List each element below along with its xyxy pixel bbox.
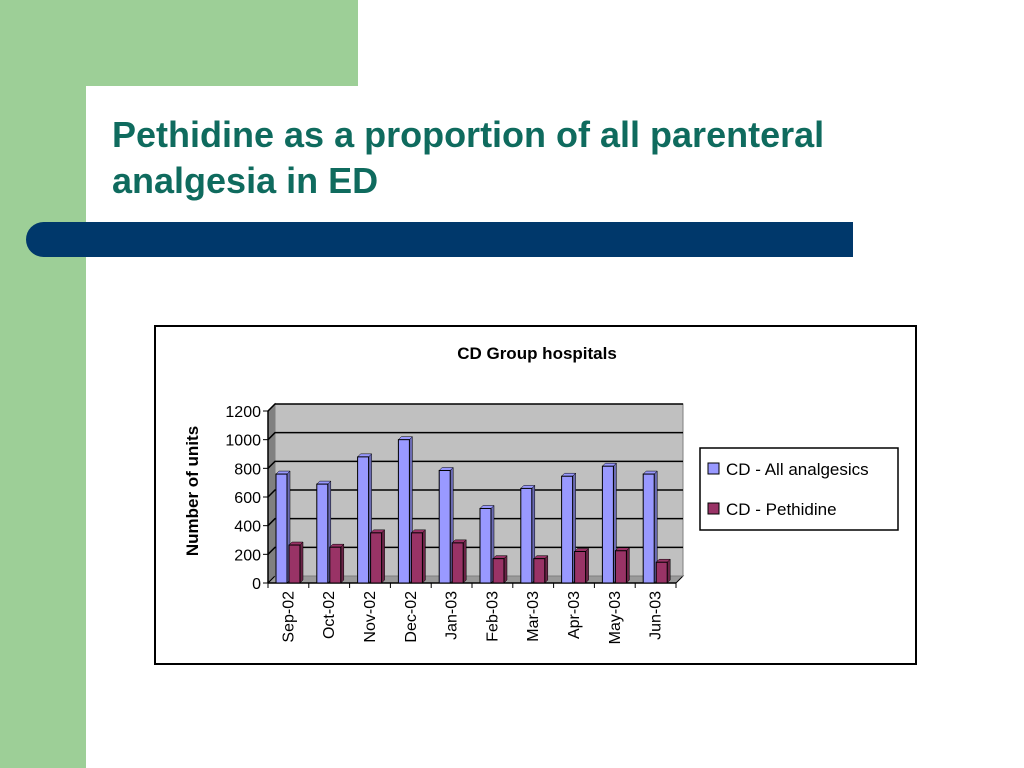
legend: CD - All analgesics CD - Pethidine	[699, 447, 899, 531]
x-tick-label: Mar-03	[525, 591, 542, 642]
chart-title: CD Group hospitals	[457, 344, 617, 363]
bar-all-analgesics	[438, 469, 451, 584]
x-tick-label: Sep-02	[280, 591, 297, 643]
bar-pethidine	[288, 544, 301, 584]
slide-title: Pethidine as a proportion of all parente…	[112, 114, 825, 201]
bar-pethidine	[410, 532, 423, 584]
y-tick-label: 800	[234, 461, 261, 478]
bar-pethidine	[655, 561, 668, 584]
plot-area: 0 200 400 600 800 1000 1200 Sep-02 Oct-02 Nov-02 D…	[225, 402, 685, 644]
bar-all-analgesics	[520, 487, 533, 584]
y-tick-label: 1200	[225, 404, 261, 421]
x-tick-label: Nov-02	[362, 591, 379, 643]
bar-pethidine	[574, 550, 587, 584]
bar-pethidine	[329, 546, 342, 584]
legend-label: CD - Pethidine	[726, 500, 837, 519]
x-tick-label: Dec-02	[403, 591, 420, 643]
gridline	[267, 489, 683, 498]
legend-swatch	[707, 462, 720, 475]
gridline	[267, 460, 683, 469]
x-tick-label: Jan-03	[444, 591, 461, 640]
gridline	[267, 431, 683, 441]
side-green-bar	[0, 0, 86, 768]
bar-all-analgesics	[642, 473, 655, 584]
gridline	[267, 403, 683, 412]
y-tick-label: 600	[234, 490, 261, 507]
x-tick-label: Oct-02	[321, 591, 338, 639]
bar-pethidine	[370, 532, 383, 584]
y-tick-label: 1000	[225, 433, 261, 450]
bar-all-analgesics	[357, 456, 370, 584]
bar-pethidine	[451, 542, 464, 584]
gridline	[267, 546, 683, 555]
bar-pethidine	[614, 550, 627, 584]
x-tick-label: Apr-03	[566, 591, 583, 639]
bar-pethidine	[533, 558, 546, 584]
y-tick-label: 400	[234, 519, 261, 536]
y-axis-label: Number of units	[183, 426, 202, 556]
x-tick-label: May-03	[607, 591, 624, 644]
navy-divider-band	[26, 222, 853, 257]
bar-all-analgesics	[561, 475, 574, 584]
x-tick-label: Feb-03	[484, 591, 501, 642]
top-green-block	[86, 0, 358, 86]
gridline	[267, 517, 683, 527]
y-tick-label: 200	[234, 547, 261, 564]
bar-pethidine	[492, 558, 505, 584]
legend-box	[699, 447, 899, 531]
bar-all-analgesics	[479, 507, 492, 584]
bar-all-analgesics	[275, 473, 288, 584]
x-tick-label: Jun-03	[648, 591, 665, 640]
bar-all-analgesics	[397, 439, 410, 584]
bar-all-analgesics	[601, 465, 614, 584]
rounded-corner	[86, 86, 166, 166]
legend-swatch	[707, 502, 720, 515]
bar-all-analgesics	[316, 483, 329, 584]
y-tick-label: 0	[252, 576, 261, 593]
legend-label: CD - All analgesics	[726, 460, 869, 479]
